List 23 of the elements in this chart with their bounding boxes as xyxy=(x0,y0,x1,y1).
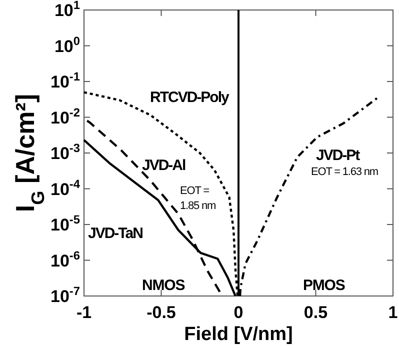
y-tick-label: 10$^{-6}$ xyxy=(50,248,80,270)
y-tick-label: 10$^{-1}$ xyxy=(50,70,80,92)
annotation: EOT = 1.63 nm xyxy=(311,166,378,178)
x-axis-title: Field [V/nm] xyxy=(184,324,293,345)
y-tick-label: 10$^{-5}$ xyxy=(50,212,80,234)
x-tick-label: 0.5 xyxy=(304,303,328,322)
y-tick-label: 10$^{1}$ xyxy=(54,0,80,20)
series-label: RTCVD-Poly xyxy=(150,89,230,106)
series-label: JVD-Pt xyxy=(316,147,360,164)
x-tick-label: 0 xyxy=(234,303,244,322)
annotation: EOT = 1.85 nm xyxy=(180,185,216,212)
x-tick-label: -1 xyxy=(76,303,92,322)
annotation: NMOS xyxy=(142,277,186,294)
y-tick-label: 10$^{-7}$ xyxy=(50,284,80,306)
x-tick-label: 1 xyxy=(388,303,398,322)
series-label: JVD-TaN xyxy=(88,225,143,242)
x-tick-label: -0.5 xyxy=(146,303,176,322)
y-tick-label: 10$^{-3}$ xyxy=(50,141,80,163)
series-label: JVD-Al xyxy=(142,157,186,174)
y-tick-label: 10$^{-2}$ xyxy=(50,105,80,128)
y-tick-label: 10$^{-4}$ xyxy=(50,176,80,199)
annotation: PMOS xyxy=(303,277,346,294)
y-tick-label: 10$^{0}$ xyxy=(54,34,80,56)
